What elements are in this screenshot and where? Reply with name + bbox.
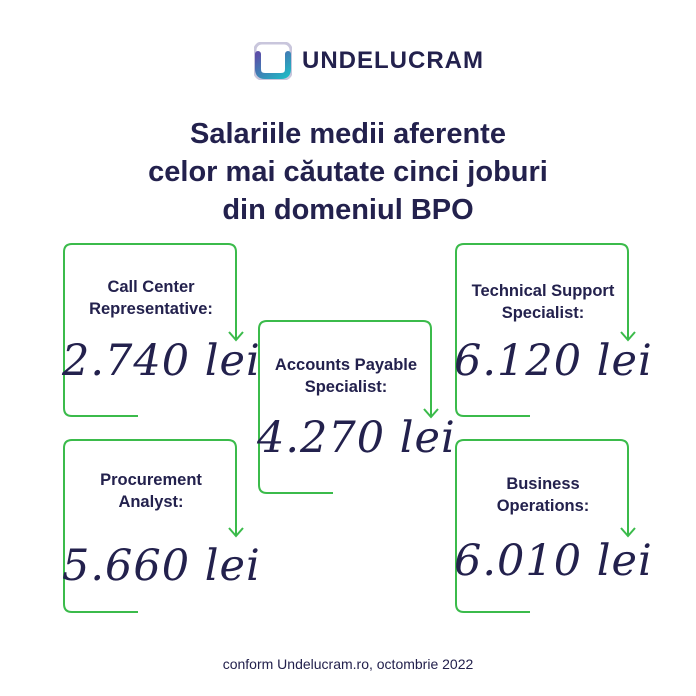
card-frame-arrow-icon xyxy=(63,243,244,417)
job-title: Procurement Analyst: xyxy=(100,471,202,511)
salary-value: 5.660 lei xyxy=(62,541,261,591)
title-line-3: din domeniul BPO xyxy=(222,194,474,226)
card-frame-arrow-icon xyxy=(258,320,439,494)
job-title: Business Operations: xyxy=(496,475,590,515)
salary-card-business-operations: Business Operations: 6.010 lei xyxy=(454,438,653,614)
salary-value: 2.740 lei xyxy=(62,336,261,386)
salary-card-accounts-payable: Accounts Payable Specialist: 4.270 lei xyxy=(257,319,456,495)
title-line-1: Salariile medii aferente xyxy=(190,118,506,150)
undelucram-logo-icon xyxy=(254,42,292,80)
salary-card-procurement: Procurement Analyst: 5.660 lei xyxy=(62,438,261,614)
job-title: Accounts Payable Specialist: xyxy=(274,356,418,396)
salary-card-technical-support: Technical Support Specialist: 6.120 lei xyxy=(454,242,653,418)
salary-value: 6.010 lei xyxy=(454,536,653,586)
job-title: Call Center Representative: xyxy=(89,278,213,318)
salary-value: 6.120 lei xyxy=(454,336,653,386)
card-frame-arrow-icon xyxy=(63,439,244,613)
card-frame-arrow-icon xyxy=(455,439,636,613)
job-title: Technical Support Specialist: xyxy=(471,282,615,322)
title-line-2: celor mai căutate cinci joburi xyxy=(148,156,548,188)
brand-name: UNDELUCRAM xyxy=(302,47,484,74)
brand-logo: UNDELUCRAM xyxy=(0,40,696,80)
salary-card-call-center: Call Center Representative: 2.740 lei xyxy=(62,242,261,418)
source-note: conform Undelucram.ro, octombrie 2022 xyxy=(222,656,474,672)
salary-value: 4.270 lei xyxy=(257,413,456,463)
card-frame-arrow-icon xyxy=(455,243,636,417)
page-title: Salariile medii aferente celor mai căuta… xyxy=(0,115,696,229)
